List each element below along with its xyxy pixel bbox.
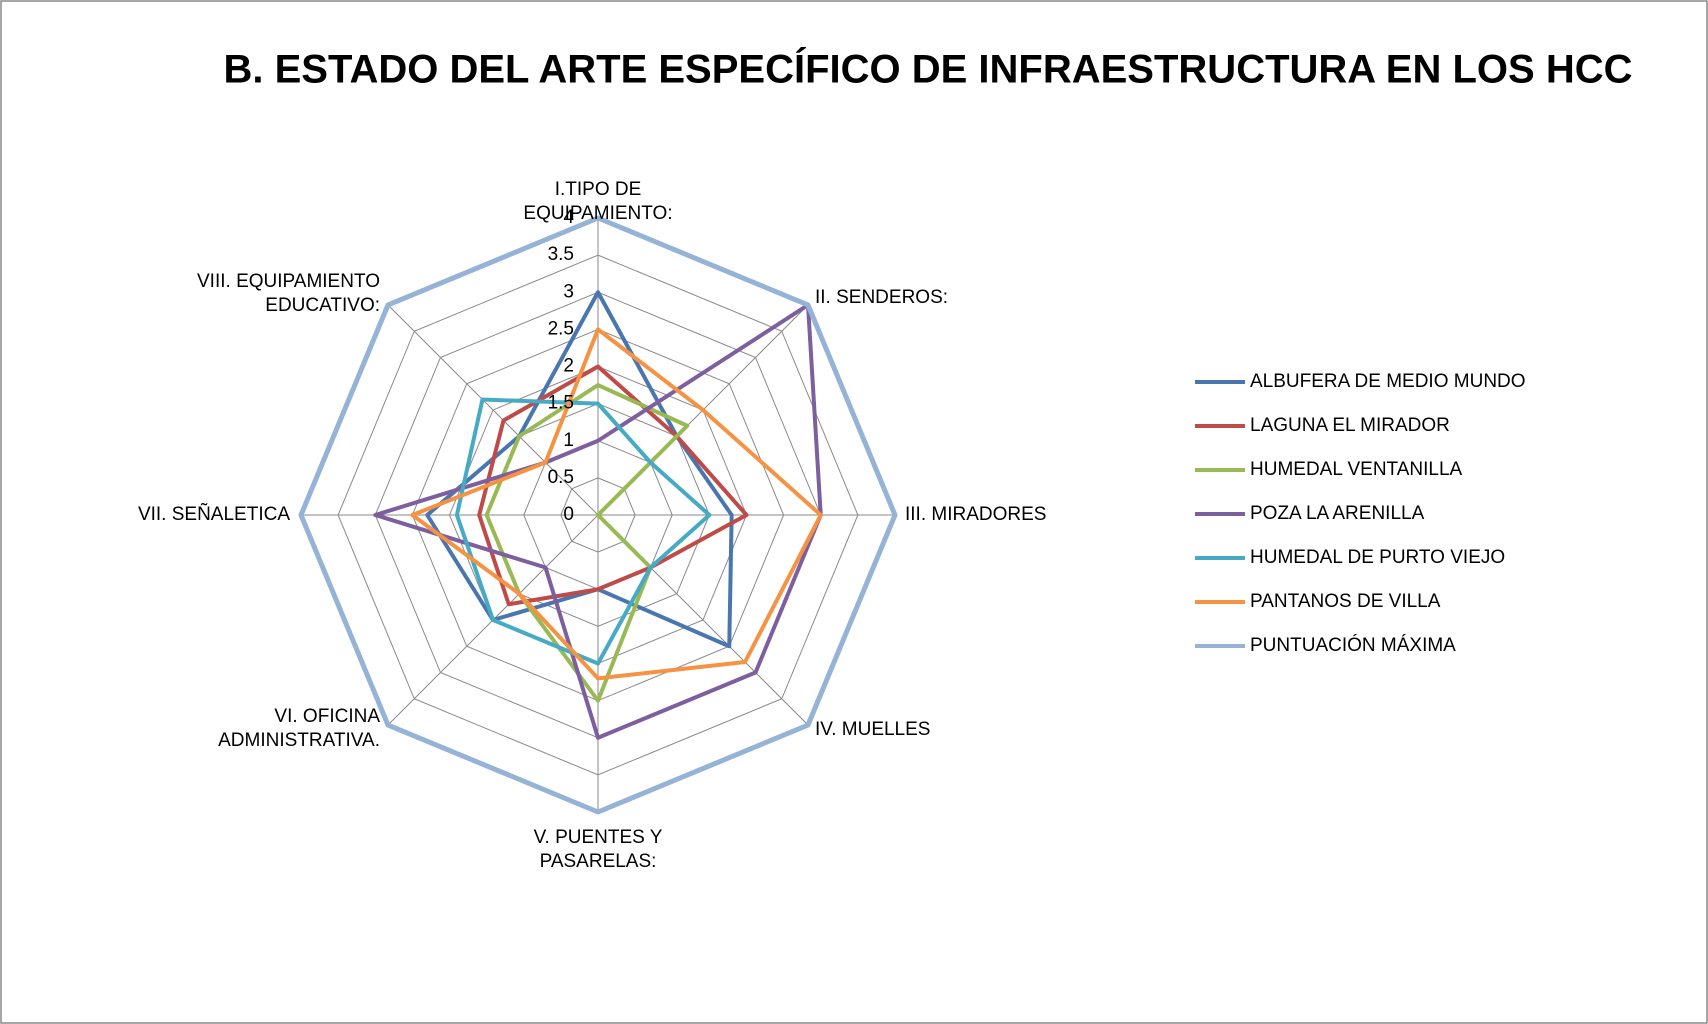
series-line [454,397,712,666]
r-tick-label: 3.5 [548,244,574,265]
legend-label: HUMEDAL DE PURTO VIEJO [1250,547,1505,568]
r-tick-label: 0 [563,504,574,525]
category-label: VI. OFICINA ADMINISTRATIVA. [218,706,380,751]
category-label: VII. SEÑALETICA [137,504,290,525]
r-tick-label: 2.5 [548,318,574,339]
legend-label: LAGUNA EL MIRADOR [1250,415,1450,436]
legend-label: ALBUFERA DE MEDIO MUNDO [1250,371,1526,392]
series-line [410,327,823,681]
grid-ring [560,477,636,553]
category-label: III. MIRADORES [905,504,1047,525]
category-label: I.TIPO DE EQUIPAMIENTO: [523,179,673,224]
category-label: VIII. EQUIPAMIENTO EDUCATIVO: [197,271,380,316]
legend-label: POZA LA ARENILLA [1250,503,1425,524]
series-line [373,302,823,740]
legend-label: PANTANOS DE VILLA [1250,591,1441,612]
r-tick-label: 2 [563,356,574,377]
legend-label: HUMEDAL VENTANILLA [1250,459,1463,480]
r-tick-label: 1.5 [548,393,574,414]
r-tick-label: 0.5 [548,467,574,488]
category-label: V. PUENTES Y PASARELAS: [533,827,663,872]
r-tick-label: 4 [563,207,574,228]
chart-title: B. ESTADO DEL ARTE ESPECÍFICO DE INFRAES… [224,47,1633,92]
grid-ring [337,254,859,776]
r-tick-label: 1 [563,430,574,451]
series-line [298,215,898,815]
category-label: II. SENDEROS: [815,287,949,308]
category-label: IV. MUELLES [815,719,931,740]
r-tick-label: 3 [563,281,574,302]
legend-label: PUNTUACIÓN MÁXIMA [1250,634,1456,656]
series-line [484,383,690,703]
series-line [477,364,749,607]
